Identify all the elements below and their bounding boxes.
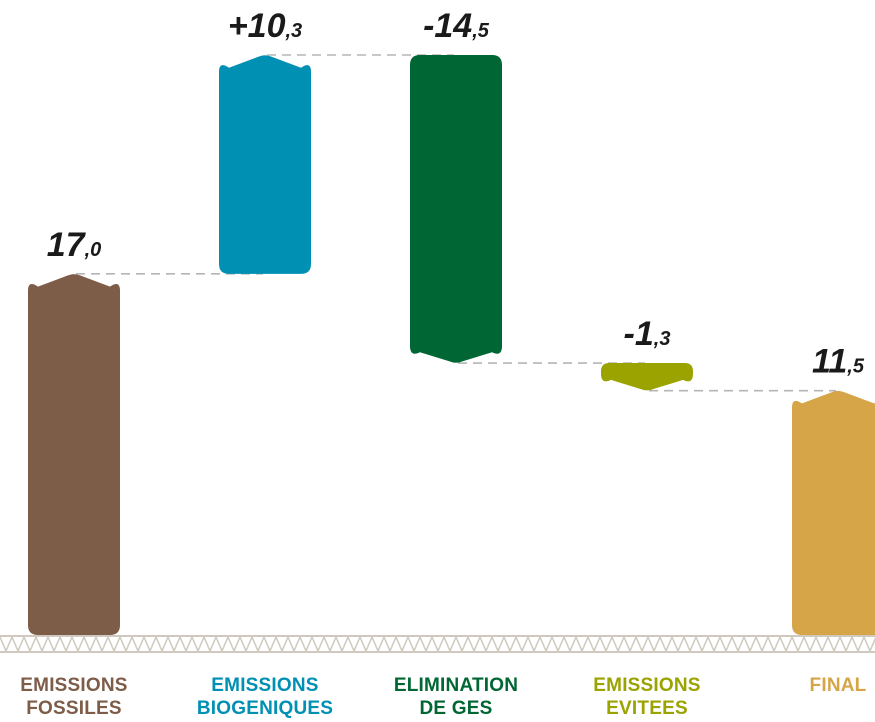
- data-label: 17,0: [47, 226, 102, 264]
- data-label: -14,5: [423, 7, 490, 45]
- bar: [219, 55, 311, 274]
- category-label: EMISSIONS EVITEES: [593, 675, 700, 719]
- data-label: +10,3: [228, 7, 302, 45]
- data-label: 11,5: [812, 343, 865, 381]
- baseline-band: [0, 635, 875, 653]
- bar: [28, 274, 120, 635]
- bar: [792, 390, 875, 635]
- bar: [601, 363, 693, 391]
- category-label: EMISSIONS FOSSILES: [20, 675, 127, 719]
- category-label: ELIMINATION DE GES: [394, 675, 518, 719]
- data-label: -1,3: [624, 315, 671, 353]
- category-label: EMISSIONS BIOGENIQUES: [197, 675, 333, 719]
- category-label: FINAL: [810, 675, 867, 696]
- bar: [410, 55, 502, 363]
